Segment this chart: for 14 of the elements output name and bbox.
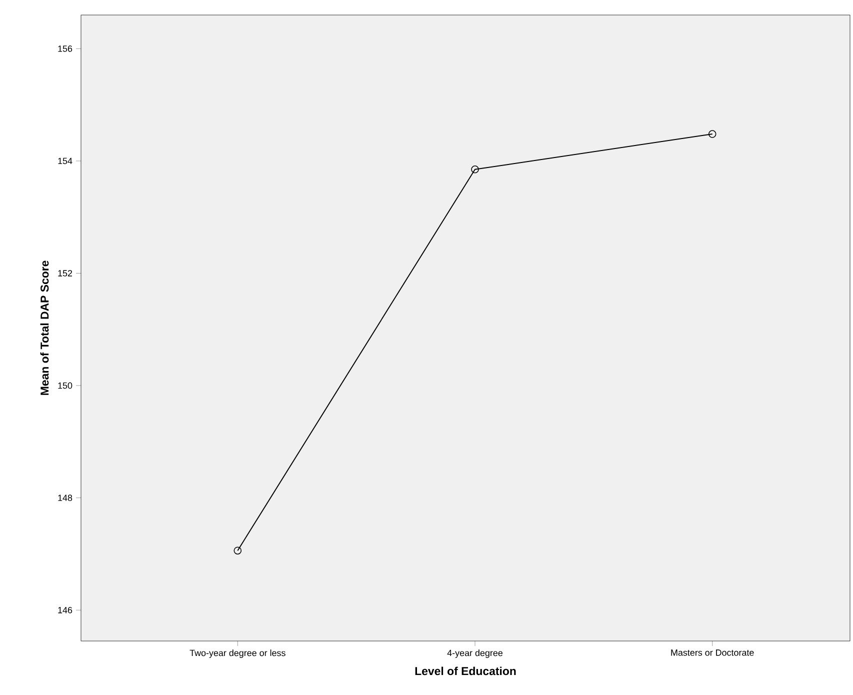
y-tick-label: 148 (58, 494, 72, 502)
x-tick-label: Two-year degree or less (190, 650, 286, 658)
y-tick-label: 156 (58, 46, 72, 52)
y-tick-label: 150 (58, 382, 72, 389)
y-tick-label: 154 (58, 158, 72, 164)
y-tick-label: 146 (58, 606, 72, 614)
point (234, 546, 242, 555)
point (708, 130, 716, 138)
y-axis-title: Mean of Total DAP Score (40, 260, 49, 395)
y-tick-label: 152 (58, 270, 72, 276)
point (471, 165, 479, 174)
x-tick-label: 4-year degree (447, 650, 502, 658)
x-axis-title: Level of Education (415, 666, 516, 676)
x-tick-label: Masters or Doctorate (671, 650, 754, 656)
